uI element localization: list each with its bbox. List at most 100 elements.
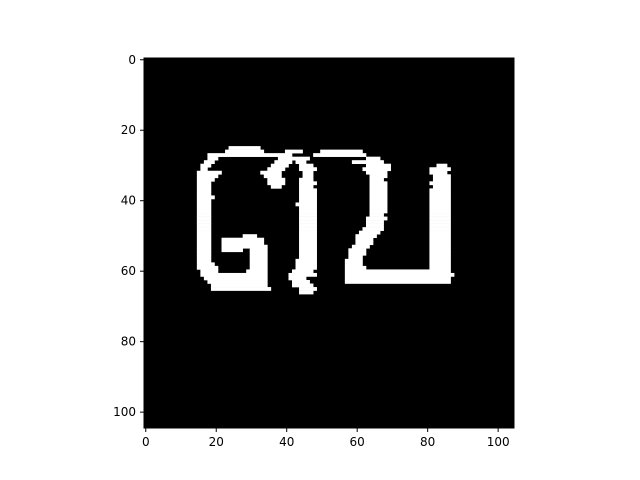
pixel-run xyxy=(299,195,317,200)
pixel-run xyxy=(299,290,314,295)
pixel-run xyxy=(299,255,317,260)
y-tick-label: 0 xyxy=(128,53,136,67)
pixel-run xyxy=(200,272,268,277)
pixel-run xyxy=(299,206,317,210)
pixel-run xyxy=(242,234,258,239)
pixel-run xyxy=(429,195,451,200)
pixel-run xyxy=(263,174,282,179)
pixel-run xyxy=(429,248,451,253)
pixel-run xyxy=(429,213,451,217)
pixel-run xyxy=(196,195,215,200)
pixel-run xyxy=(196,248,212,253)
pixel-run xyxy=(429,167,451,172)
y-tick-label: 20 xyxy=(121,123,136,137)
pixel-run xyxy=(196,220,212,224)
x-tick-label: 20 xyxy=(209,435,224,449)
pixel-run xyxy=(369,206,388,210)
pixel-run xyxy=(369,209,388,214)
pixel-run xyxy=(203,160,215,165)
pixel-run xyxy=(295,262,317,267)
pixel-run xyxy=(207,153,293,157)
x-tick-label: 0 xyxy=(142,435,150,449)
pixel-run xyxy=(196,241,212,246)
pixel-run xyxy=(299,209,317,214)
pixel-run xyxy=(369,198,388,203)
pixel-run xyxy=(200,163,212,168)
pixel-run xyxy=(429,262,451,267)
pixel-run xyxy=(432,177,451,182)
pixel-run xyxy=(196,174,219,179)
pixel-run xyxy=(429,206,451,210)
y-tick-label: 80 xyxy=(121,335,136,349)
pixel-run xyxy=(313,153,367,157)
pixel-run xyxy=(295,160,307,165)
pixel-run xyxy=(292,269,314,274)
x-tick-label: 60 xyxy=(350,435,365,449)
pixel-run xyxy=(196,251,212,256)
pixel-run xyxy=(299,241,317,246)
pixel-run xyxy=(299,230,317,235)
pixel-run xyxy=(348,248,367,253)
pixel-run xyxy=(429,202,451,207)
pixel-run xyxy=(429,198,451,203)
pixel-run xyxy=(221,237,265,242)
pixel-run xyxy=(432,184,451,189)
pixel-run xyxy=(344,272,455,277)
pixel-run xyxy=(351,244,370,249)
pixel-run xyxy=(299,188,317,193)
pixel-run xyxy=(249,255,268,260)
pixel-run xyxy=(355,241,374,246)
pixel-run xyxy=(270,184,282,189)
pixel-run xyxy=(366,223,384,228)
pixel-run xyxy=(196,202,212,207)
pixel-run xyxy=(200,269,219,274)
pixel-run xyxy=(225,149,265,154)
pixel-run xyxy=(436,163,448,168)
pixel-run xyxy=(260,170,282,175)
pixel-run xyxy=(299,244,317,249)
pixel-run xyxy=(344,258,363,263)
pixel-run xyxy=(344,265,367,270)
pixel-run xyxy=(249,258,268,263)
pixel-run xyxy=(299,287,317,291)
pixel-run xyxy=(299,220,317,224)
pixel-run xyxy=(429,244,451,249)
pixel-run xyxy=(369,191,388,196)
pixel-run xyxy=(221,241,265,246)
pixel-run xyxy=(429,191,451,196)
pixel-run xyxy=(320,149,363,154)
pixel-run xyxy=(366,156,381,161)
pixel-run xyxy=(196,227,212,231)
pixel-run xyxy=(196,230,212,235)
pixel-run xyxy=(196,223,212,228)
pixel-run xyxy=(299,198,317,203)
pixel-run xyxy=(210,283,268,288)
pixel-run xyxy=(299,167,317,172)
pixel-run xyxy=(429,234,451,239)
pixel-run xyxy=(369,174,388,179)
y-tick-label: 60 xyxy=(121,264,136,278)
pixel-run xyxy=(299,251,317,256)
pixel-run xyxy=(249,265,268,270)
pixel-run xyxy=(299,234,317,239)
y-axis: 0 20 40 60 80 100 xyxy=(113,53,144,419)
pixel-run xyxy=(196,213,212,217)
pixel-run xyxy=(274,160,293,165)
pixel-run xyxy=(196,237,212,242)
pixel-run xyxy=(200,167,208,172)
pixel-run xyxy=(196,188,212,193)
pixel-run xyxy=(429,255,451,260)
pixel-run xyxy=(196,181,212,186)
pixel-run xyxy=(369,202,388,207)
pixel-run xyxy=(210,287,272,291)
pixel-run xyxy=(362,167,391,172)
pixel-run xyxy=(228,146,261,150)
pixel-run xyxy=(246,269,268,274)
pixel-run xyxy=(344,262,363,267)
pixel-run xyxy=(429,209,451,214)
pixel-run xyxy=(366,170,388,175)
pixel-run xyxy=(344,269,451,274)
pixel-run xyxy=(196,262,215,267)
